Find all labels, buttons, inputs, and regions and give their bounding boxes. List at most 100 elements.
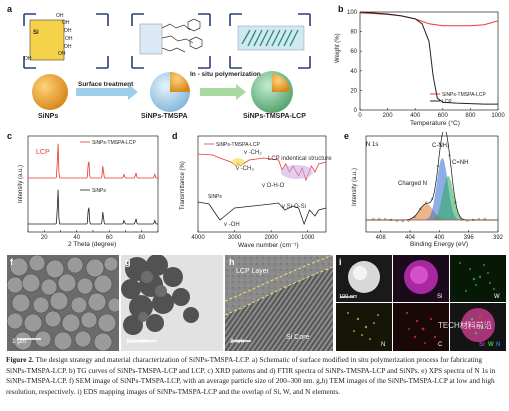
xps-xtick-label: 396 — [464, 235, 475, 241]
watermark: TECH材料前沿 — [438, 321, 492, 330]
eds-merge-n: N — [496, 342, 501, 348]
ftir-xtick-label: 3000 — [228, 235, 242, 241]
arrow-surface-treatment — [76, 84, 138, 100]
eds-merge-si: Si — [479, 342, 485, 348]
eds-c-tile — [393, 303, 449, 351]
xrd-legend-label-1: SiNPs — [92, 188, 106, 194]
xps-ann-cnh2: C-NH₂ — [432, 143, 450, 149]
xps-xtick-label: 404 — [405, 235, 416, 241]
xps-data-point — [460, 218, 463, 221]
xrd-series-line-0 — [27, 143, 158, 180]
xps-data-point — [448, 154, 451, 157]
ftir-ann-ch3: v -CH₃ — [236, 166, 254, 172]
tg-ytick-label: 100 — [347, 10, 358, 16]
tg-xlabel: Temperature (°C) — [410, 120, 460, 127]
xps-ann-charged: Charged N — [398, 181, 428, 187]
ftir-legend-label-0: SiNPs-TMSPA-LCP — [216, 142, 260, 148]
xps-ylabel: Intensity (a.u.) — [352, 167, 358, 206]
xrd-legend-label-0: SiNPs-TMSPA-LCP — [92, 140, 136, 146]
ftir-xlabel: Wave number (cm⁻¹) — [238, 242, 299, 249]
eds-w-tile — [450, 255, 506, 302]
tem-si-core-label: Si Core — [286, 334, 310, 341]
oh-label-1: OH — [56, 13, 64, 19]
panel-b-label: b — [338, 4, 344, 14]
eds-merge-w: W — [488, 342, 494, 348]
xps-data-point — [424, 201, 428, 204]
ftir-highlight-ch — [232, 158, 245, 166]
sem-scale: 1 μm — [12, 338, 27, 345]
sinps-tmspa-lcp-name: SiNPs-TMSPA-LCP — [243, 113, 306, 120]
panel-d-label: d — [172, 131, 178, 141]
xps-ann-cnh: C=NH — [452, 160, 469, 166]
figure-caption: Figure 2. The design strategy and materi… — [6, 355, 504, 397]
tg-legend-label-1: LCP — [442, 99, 452, 105]
oh-label-7: OH — [24, 56, 32, 62]
tem-lcp-layer-label: LCP Layer — [236, 268, 269, 275]
tg-ytick-label: 80 — [350, 30, 357, 36]
si-block — [29, 19, 65, 61]
tg-xtick-label: 200 — [383, 113, 394, 119]
arrow-polymerization — [200, 84, 246, 100]
eds-n-label: N — [381, 342, 386, 348]
oh-label-3: OH — [64, 28, 72, 34]
xrd-ylabel: Intensity (a.u.) — [18, 164, 24, 203]
tg-xtick-label: 800 — [465, 113, 476, 119]
ftir-legend-label-1: SiNPs — [208, 194, 222, 200]
tg-chart: 0 200 400 600 800 1000 0 20 40 60 80 100 SiNPs-TMSPA… — [347, 10, 505, 119]
ftir-ylabel: Transmittance (%) — [180, 161, 186, 210]
eds-merge-tile — [450, 303, 506, 351]
ftir-ann-oho: v O-H-O — [262, 183, 285, 189]
panel-e-label: e — [344, 131, 350, 141]
xps-title: N 1s — [366, 142, 379, 148]
tg-ytick-label: 0 — [354, 108, 358, 114]
panel-h-label: h — [229, 257, 235, 267]
xps-xtick-label: 400 — [434, 235, 445, 241]
xps-data-point — [378, 217, 381, 220]
tem-low-image — [121, 255, 223, 351]
xrd-xtick-label: 80 — [138, 235, 145, 241]
eds-si-tile — [393, 255, 449, 302]
ftir-series-line-1 — [197, 201, 327, 226]
tem-low-scale: 100 nm — [126, 338, 148, 345]
eds-si-label: Si — [437, 294, 443, 300]
xps-data-point — [454, 201, 457, 204]
panel-i-label: i — [339, 257, 342, 267]
sem-image — [7, 255, 119, 351]
ftir-xtick-label: 2000 — [264, 235, 278, 241]
xps-data-point — [419, 207, 422, 210]
sinp-sphere — [32, 74, 68, 110]
eds-haadf-tile — [336, 255, 392, 302]
xrd-lcp-tag: LCP — [36, 149, 50, 156]
xrd-chart: 20 40 60 80 SiNPs-TMSPA-LCP SiNPs — [27, 135, 159, 241]
tg-xtick-label: 600 — [438, 113, 449, 119]
tg-series-line-1 — [359, 11, 498, 105]
tg-ytick-label: 20 — [350, 88, 357, 94]
ftir-xtick-label: 1000 — [301, 235, 315, 241]
ftir-xtick-label: 4000 — [191, 235, 205, 241]
surface-treatment-label: Surface treatment — [78, 81, 134, 88]
xps-data-point — [436, 164, 439, 168]
tg-xtick-label: 0 — [358, 113, 362, 119]
oh-label-5: OH — [64, 44, 72, 50]
xps-chart: 408 404 400 396 392 — [365, 132, 504, 241]
xps-data-point — [413, 215, 416, 219]
tg-series-line-0 — [359, 12, 499, 27]
oh-label-4: OH — [65, 36, 73, 42]
eds-w-label: W — [494, 294, 500, 300]
tg-xtick-label: 400 — [410, 113, 421, 119]
xps-data-point — [401, 219, 404, 223]
xps-plot-frame — [365, 135, 499, 233]
oh-label-6: OH — [58, 51, 66, 57]
xps-component-1 — [366, 157, 498, 221]
sinps-tmspa-name: SiNPs-TMSPA — [141, 113, 188, 120]
ftir-plot-frame — [197, 135, 327, 233]
si-label: Si — [33, 30, 39, 36]
xps-data-point — [430, 197, 434, 200]
tg-ylabel: Weight (%) — [335, 33, 341, 63]
xps-data-point — [483, 217, 486, 220]
xps-xtick-label: 392 — [493, 235, 504, 241]
xrd-xlabel: 2 Theta (degree) — [68, 241, 117, 248]
xrd-xtick-label: 60 — [106, 235, 113, 241]
in-situ-polymerization-label: In - situ polymerization — [190, 71, 261, 78]
panel-f-label: f — [10, 257, 13, 267]
